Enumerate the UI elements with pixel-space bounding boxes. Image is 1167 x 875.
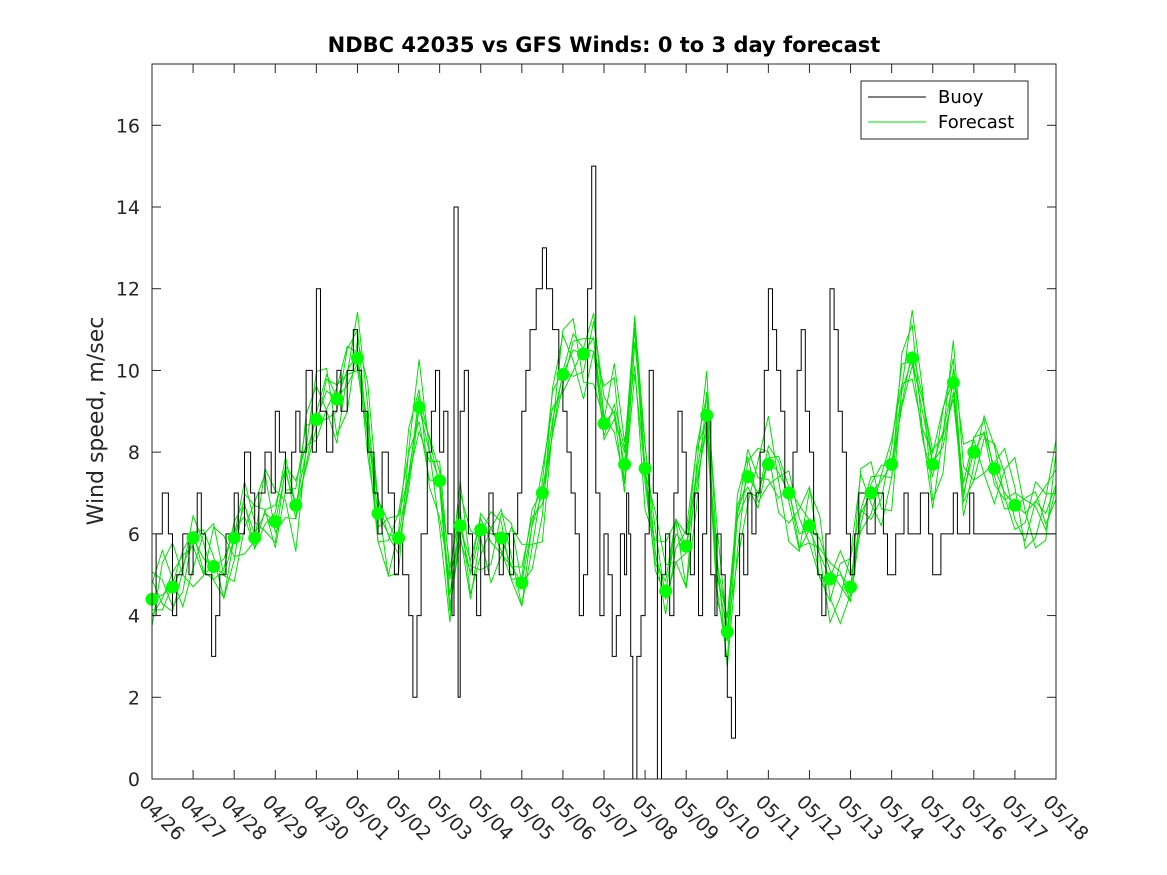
- daily-marker: [761, 457, 775, 471]
- daily-marker: [248, 531, 262, 545]
- daily-marker: [207, 560, 221, 574]
- buoy-line: [152, 165, 1056, 780]
- y-tick-label: 4: [128, 606, 140, 628]
- daily-marker: [515, 576, 529, 590]
- daily-marker: [289, 498, 303, 512]
- y-tick-label: 2: [128, 687, 140, 709]
- forecast-line: [151, 313, 1057, 642]
- daily-marker: [638, 461, 652, 475]
- daily-marker: [166, 580, 180, 594]
- daily-marker: [453, 519, 467, 533]
- daily-marker: [802, 519, 816, 533]
- daily-marker: [494, 531, 508, 545]
- daily-marker: [618, 457, 632, 471]
- daily-marker: [433, 474, 447, 488]
- daily-marker: [309, 412, 323, 426]
- daily-marker: [330, 392, 344, 406]
- daily-marker: [350, 351, 364, 365]
- daily-marker: [392, 531, 406, 545]
- y-tick-label: 14: [116, 197, 140, 219]
- buoy-layer: [152, 165, 1056, 780]
- daily-marker: [576, 347, 590, 361]
- daily-marker: [679, 539, 693, 553]
- legend-box: [860, 80, 1029, 140]
- daily-marker: [741, 470, 755, 484]
- daily-marker: [782, 486, 796, 500]
- daily-marker: [823, 572, 837, 586]
- daily-marker: [535, 486, 549, 500]
- y-tick-label: 10: [116, 360, 140, 382]
- y-tick-label: 6: [128, 524, 140, 546]
- y-axis-label: Wind speed, m/sec: [84, 317, 109, 526]
- forecast-line: [151, 311, 1057, 667]
- daily-marker: [946, 376, 960, 390]
- daily-marker: [720, 625, 734, 639]
- chart-title: NDBC 42035 vs GFS Winds: 0 to 3 day fore…: [328, 33, 881, 57]
- legend: Buoy Forecast: [860, 80, 1029, 140]
- daily-marker: [926, 457, 940, 471]
- y-axis-ticks: 0 2 4 6 8 10 12 14 16: [116, 115, 1056, 791]
- y-tick-label: 16: [116, 115, 140, 137]
- daily-marker: [371, 506, 385, 520]
- daily-marker: [885, 457, 899, 471]
- forecast-layer: [151, 310, 1057, 667]
- daily-marker: [227, 531, 241, 545]
- y-tick-label: 12: [116, 279, 140, 301]
- daily-marker: [905, 351, 919, 365]
- daily-marker: [700, 408, 714, 422]
- y-tick-label: 0: [128, 769, 140, 791]
- daily-marker: [556, 368, 570, 382]
- legend-buoy-label: Buoy: [938, 87, 984, 108]
- y-tick-label: 8: [128, 442, 140, 464]
- daily-marker: [1008, 498, 1022, 512]
- daily-marker: [412, 400, 426, 414]
- daily-marker: [864, 486, 878, 500]
- legend-forecast-label: Forecast: [938, 112, 1014, 133]
- daily-marker: [987, 461, 1001, 475]
- daily-marker: [268, 515, 282, 529]
- daily-marker: [844, 580, 858, 594]
- marker-layer: [145, 347, 1022, 639]
- daily-marker: [597, 417, 611, 431]
- daily-marker: [659, 584, 673, 598]
- daily-marker: [186, 531, 200, 545]
- daily-marker: [967, 445, 981, 459]
- forecast-line: [151, 315, 1057, 617]
- daily-marker: [474, 523, 488, 537]
